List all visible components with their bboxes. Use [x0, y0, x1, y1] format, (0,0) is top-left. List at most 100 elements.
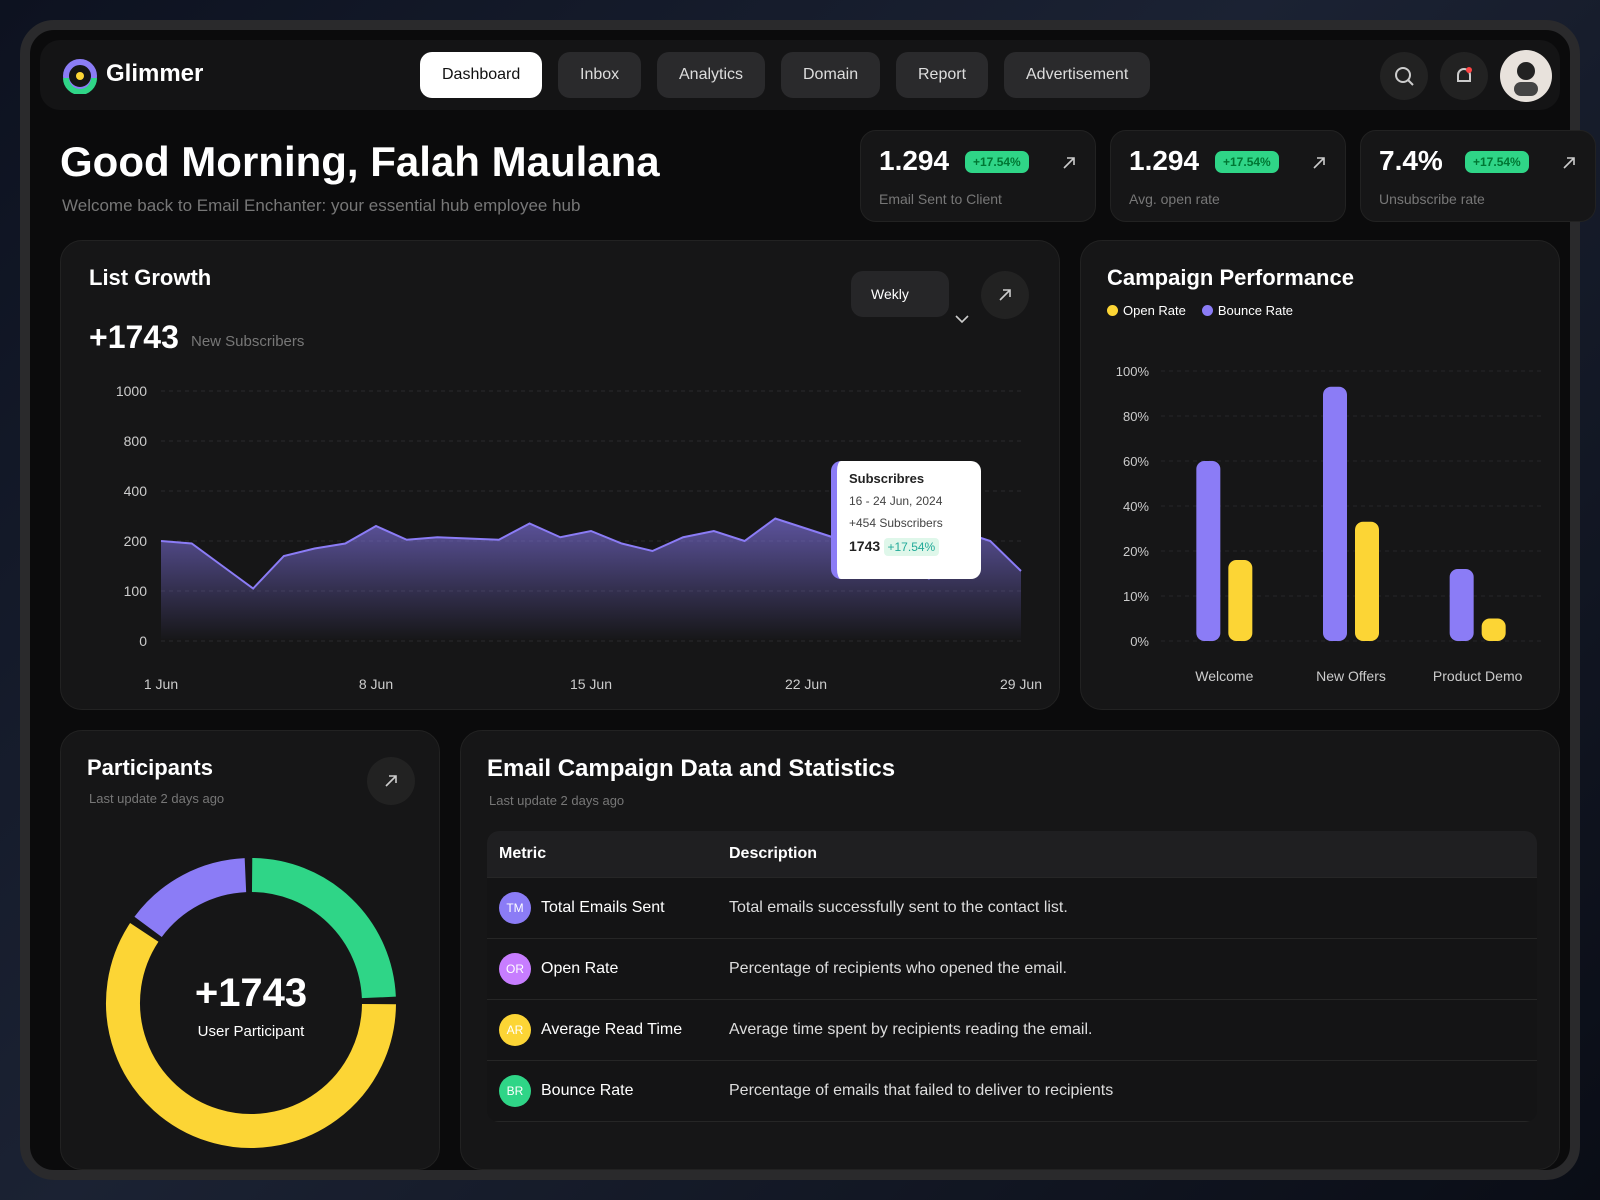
y-tick-label: 400 — [124, 483, 148, 499]
open-button[interactable] — [367, 757, 415, 805]
headline-label: New Subscribers — [191, 333, 305, 350]
greeting-subtitle: Welcome back to Email Enchanter: your es… — [62, 196, 581, 215]
tooltip-total: 1743 — [849, 538, 881, 554]
arrow-icon — [1063, 157, 1075, 169]
metric-cell: OR Open Rate — [487, 938, 717, 1000]
card-title: Participants — [87, 755, 213, 780]
row-avatar: TM — [499, 892, 531, 924]
donut-segment — [134, 858, 247, 938]
legend-swatch — [1107, 305, 1118, 316]
x-tick-label: Product Demo — [1433, 668, 1523, 684]
x-tick-label: 22 Jun — [785, 676, 827, 692]
stat-card: 7.4% +17.54% Unsubscribe rate — [1360, 130, 1596, 222]
arrow-icon — [385, 775, 397, 787]
metric-cell: BR Bounce Rate — [487, 1060, 717, 1122]
arrow — [1063, 157, 1075, 169]
metric-name: Average Read Time — [541, 1021, 683, 1039]
column-header: Metric — [487, 831, 717, 878]
line-chart: 0 100 200 400 800 1000 1 Jun 8 Jun 15 Jun 22 Jun 2… — [116, 315, 1042, 692]
y-tick-label: 60% — [1123, 454, 1149, 469]
area — [161, 518, 1021, 641]
stat-change: +17.54% — [1465, 151, 1529, 173]
list-growth-card: List Growth +1743 New Subscribers Wekly … — [60, 240, 1060, 710]
card-updated: Last update 2 days ago — [89, 791, 225, 806]
legend: Open Rate Bounce Rate — [1107, 303, 1293, 318]
x-tick-label: 15 Jun — [570, 676, 612, 692]
x-tick-label: Welcome — [1195, 668, 1253, 684]
description-cell: Percentage of recipients who opened the … — [717, 938, 1537, 1000]
center-label: User Participant — [197, 1023, 305, 1040]
stat-value: 1.294 — [1129, 145, 1200, 176]
stat-label: Unsubscribe rate — [1379, 191, 1485, 207]
row-avatar: BR — [499, 1075, 531, 1107]
brand: Glimmer — [106, 60, 204, 87]
legend-item: Bounce Rate — [1201, 303, 1294, 318]
nav-tab[interactable]: Dashboard — [420, 52, 543, 98]
description-cell: Total emails successfully sent to the co… — [717, 877, 1537, 939]
x-tick-label: New Offers — [1316, 668, 1386, 684]
bar-chart: 0% 10% 20% 40% 60% 80% 100% Welcome New Offers Pr… — [1116, 364, 1541, 684]
donut-segment — [251, 858, 396, 999]
x-tick-label: 8 Jun — [359, 676, 393, 692]
metric-name: Open Rate — [541, 960, 619, 978]
bar — [1196, 461, 1221, 641]
headline: +1743 — [89, 319, 179, 355]
y-tick-label: 0 — [139, 633, 147, 649]
card-title: Campaign Performance — [1107, 265, 1354, 290]
table-row: BR Bounce Rate Percentage of emails that f… — [487, 1060, 1537, 1122]
avatar-icon — [1514, 62, 1538, 96]
donut-chart — [106, 858, 396, 1148]
bell-icon — [1457, 67, 1472, 82]
y-tick-label: 80% — [1123, 409, 1149, 424]
y-tick-label: 200 — [124, 533, 148, 549]
chevron — [955, 315, 969, 324]
search-button[interactable] — [1380, 52, 1428, 100]
legend-label: Bounce Rate — [1217, 303, 1294, 318]
notification-button[interactable] — [1440, 52, 1488, 100]
legend-item: Open Rate — [1107, 303, 1186, 318]
stat-label: Email Sent to Client — [879, 191, 1002, 207]
table-wrap: Metric Description TM Total Emails Sent Tota… — [487, 831, 1537, 1122]
y-tick-label: 1000 — [116, 383, 147, 399]
y-tick-label: 10% — [1123, 589, 1149, 604]
tooltip-title: Subscribres — [849, 471, 925, 486]
y-tick-label: 20% — [1123, 544, 1149, 559]
metric-name: Total Emails Sent — [541, 899, 665, 917]
row-avatar: OR — [499, 953, 531, 985]
table-card: Email Campaign Data and Statistics Last … — [460, 730, 1560, 1170]
stat-change: +17.54% — [965, 151, 1029, 173]
bar — [1449, 569, 1474, 641]
nav-tab[interactable]: Report — [896, 52, 989, 98]
tooltip: Subscribres 16 - 24 Jun, 2024 +454 Subsc… — [831, 461, 981, 579]
donut-segment — [106, 922, 396, 1148]
x-tick-label: 29 Jun — [1000, 676, 1042, 692]
table-row: OR Open Rate Percentage of recipients who … — [487, 938, 1537, 1000]
card-title: Email Campaign Data and Statistics — [487, 755, 896, 782]
arrow-icon — [999, 289, 1011, 301]
bar — [1481, 618, 1506, 641]
open-button[interactable] — [981, 271, 1029, 319]
card-updated: Last update 2 days ago — [489, 793, 625, 808]
center-value: +1743 — [194, 971, 308, 1015]
nav-tab[interactable]: Analytics — [657, 52, 766, 98]
stat-value: 7.4% — [1379, 145, 1443, 176]
stat-value: 1.294 — [879, 145, 950, 176]
nav-tab[interactable]: Advertisement — [1004, 52, 1151, 98]
metric-cell: AR Average Read Time — [487, 999, 717, 1061]
y-tick-label: 100 — [124, 583, 148, 599]
avatar[interactable] — [1500, 50, 1552, 102]
table-body: TM Total Emails Sent Total emails successf… — [487, 877, 1537, 1122]
row-avatar: AR — [499, 1014, 531, 1046]
nav-tab[interactable]: Inbox — [558, 52, 642, 98]
stat-change: +17.54% — [1215, 151, 1279, 173]
period-select[interactable]: Wekly — [851, 271, 949, 317]
greeting-title: Good Morning, Falah Maulana — [60, 138, 660, 185]
participants-card: Participants Last update 2 days ago +174… — [60, 730, 440, 1170]
arrow-icon — [1563, 157, 1575, 169]
tooltip-change: +17.54% — [883, 538, 940, 556]
stat-card: 1.294 +17.54% Avg. open rate — [1110, 130, 1346, 222]
description-cell: Average time spent by recipients reading… — [717, 999, 1537, 1061]
nav-tab[interactable]: Domain — [781, 52, 881, 98]
x-tick-label: 1 Jun — [144, 676, 178, 692]
